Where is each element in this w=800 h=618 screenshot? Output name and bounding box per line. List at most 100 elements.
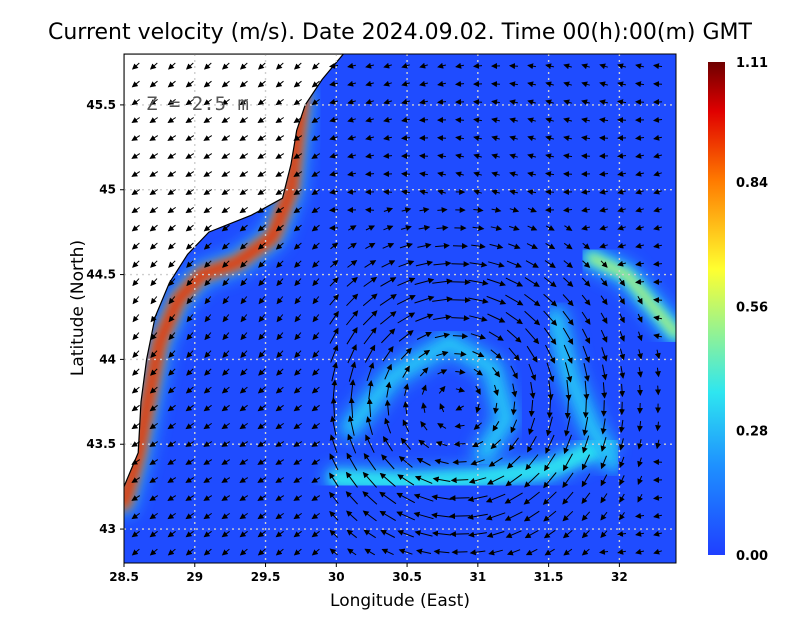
vector-arrow-350 [488,261,505,268]
vector-arrow-193 [365,170,375,177]
vector-arrow-268 [635,206,644,213]
vector-arrow-431 [329,310,339,325]
vector-arrow-711 [505,473,523,487]
vector-arrow-792 [346,529,358,539]
vector-arrow-413 [543,293,558,307]
vector-arrow-385 [581,277,591,287]
vector-arrow-652 [527,435,537,453]
vector-arrow-235 [581,188,591,195]
vector-arrow-569 [654,385,661,396]
vector-arrow-782 [167,530,176,538]
vector-arrow-151 [149,153,159,159]
vector-arrow-280 [311,224,320,232]
vector-arrow-32 [167,80,176,88]
vector-arrow-101 [329,116,338,123]
vector-arrow-487 [258,350,266,359]
chart-title: Current velocity (m/s). Date 2024.09.02.… [48,20,753,45]
vector-arrow-84 [563,99,572,106]
vector-arrow-161 [329,152,338,159]
vector-arrow-467 [434,332,451,339]
vector-arrow-417 [619,295,625,305]
vector-arrow-74 [383,98,392,105]
vector-arrow-726 [239,495,249,501]
vector-arrow-514 [204,368,212,376]
vector-arrow-208 [635,170,645,177]
x-tick-label-4: 30.5 [392,570,422,584]
vector-arrow-576 [239,404,248,412]
vector-arrow-270 [131,224,140,232]
x-tick-label-2: 29.5 [251,570,281,584]
vector-arrow-568 [637,384,643,396]
vector-arrow-33 [185,80,194,88]
vector-arrow-237 [617,188,627,195]
vector-arrow-10 [311,62,320,70]
vector-arrow-764 [379,510,396,522]
vector-arrow-555 [403,383,410,396]
vector-arrow-345 [398,260,415,268]
vector-arrow-207 [617,170,627,177]
vector-arrow-243 [185,206,194,214]
vector-arrow-793 [363,529,376,539]
vector-arrow-615 [402,419,410,432]
vector-arrow-391 [150,296,158,305]
vector-arrow-160 [311,153,321,159]
vector-arrow-628 [637,421,643,432]
vector-arrow-650 [490,439,502,450]
vector-arrow-562 [529,381,536,399]
vector-arrow-352 [525,260,539,268]
vector-arrow-35 [221,80,230,88]
vector-arrow-422 [168,314,176,323]
vector-arrow-827 [433,548,450,555]
vector-arrow-725 [221,495,231,501]
vector-arrow-733 [362,491,378,505]
vector-arrow-308 [275,242,284,250]
vector-arrow-718 [637,475,643,486]
vector-arrow-447 [619,313,625,324]
vector-arrow-321 [508,243,521,250]
vector-arrow-402 [346,293,359,307]
vector-arrow-553 [367,380,374,400]
vector-arrow-512 [168,368,176,376]
vector-arrow-543 [185,386,194,394]
vector-arrow-364 [204,278,212,287]
vector-arrow-535 [583,363,590,382]
vector-arrow-120 [131,135,141,141]
vector-arrow-757 [257,512,266,520]
vector-arrow-513 [186,368,194,376]
vector-arrow-691 [149,477,159,483]
vector-arrow-305 [221,242,230,250]
vector-arrow-721 [149,495,159,501]
vector-arrow-337 [258,260,266,268]
vector-arrow-127 [257,135,267,141]
vector-arrow-65 [221,98,230,106]
vector-arrow-515 [222,368,230,376]
vector-arrow-715 [581,473,591,488]
vector-arrow-203 [545,171,555,178]
vector-arrow-241 [149,206,158,214]
vector-arrow-489 [294,350,302,359]
vector-arrow-761 [329,510,339,521]
vector-arrow-189 [293,171,303,177]
vector-arrow-738 [449,495,470,502]
vector-arrow-794 [380,530,396,538]
vector-arrow-461 [329,327,339,344]
vector-arrow-785 [221,530,230,538]
vector-arrow-750 [131,512,140,520]
vector-arrow-306 [239,242,248,250]
vector-arrow-57 [617,81,627,88]
vector-arrow-215 [221,189,230,196]
vector-arrow-301 [149,242,158,250]
vector-arrow-87 [617,99,627,106]
jet-core-0 [124,93,306,507]
vector-arrow-440 [487,313,506,323]
vector-arrow-222 [347,188,357,195]
vector-arrow-776 [600,511,608,521]
vector-arrow-153 [185,153,195,159]
colorbar-tick-3: 0.84 [736,176,768,191]
vector-arrow-666 [239,459,249,465]
vector-arrow-498 [454,351,467,358]
vector-arrow-480 [132,350,140,359]
vector-arrow-319 [471,243,486,250]
vector-arrow-227 [437,189,446,196]
vector-arrow-55 [581,81,590,88]
